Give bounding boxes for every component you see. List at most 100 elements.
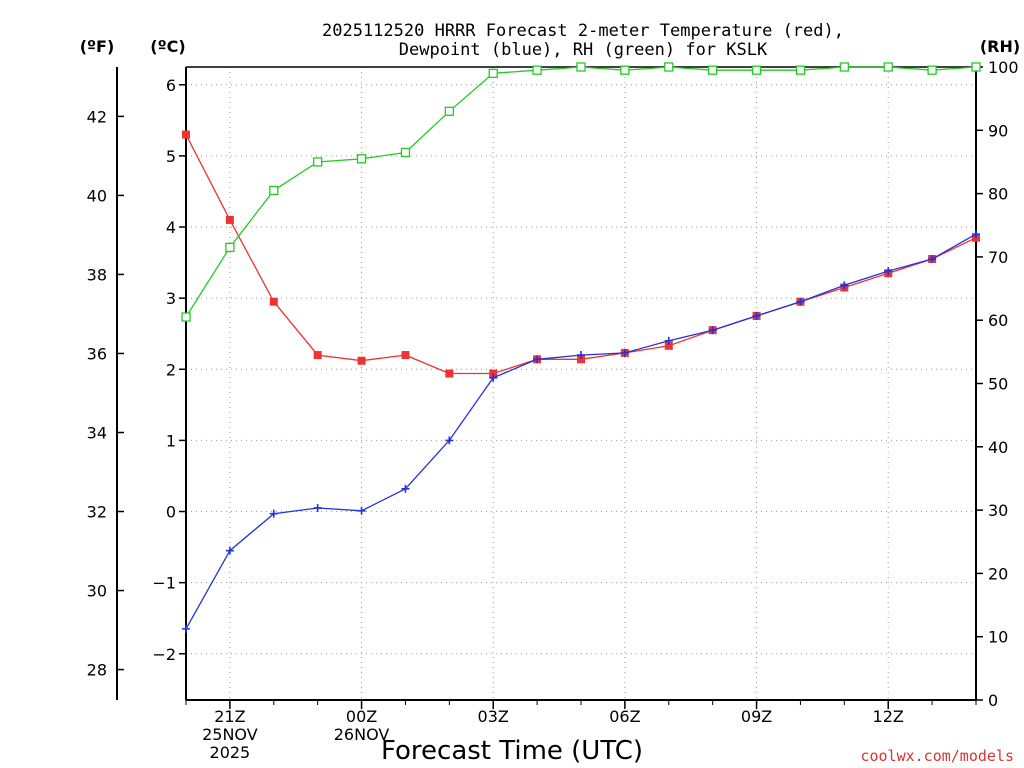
rh-point xyxy=(751,65,762,75)
dewpoint-point xyxy=(928,255,937,264)
dewpoint-point xyxy=(884,267,893,276)
dewpoint-point xyxy=(489,373,498,382)
temperature-point xyxy=(357,356,366,365)
rh-point xyxy=(708,65,718,75)
temperature-point xyxy=(664,341,673,350)
rh-tick-label: 50 xyxy=(988,375,1008,394)
celsius-tick-label: −2 xyxy=(152,645,176,664)
fahrenheit-tick-label: 28 xyxy=(87,661,107,680)
rh-point xyxy=(488,68,498,78)
rh-tick-label: 10 xyxy=(988,628,1008,647)
dewpoint-point xyxy=(796,297,805,306)
celsius-tick-label: 4 xyxy=(166,218,176,237)
rh-tick-label: 80 xyxy=(988,185,1008,204)
rh-point xyxy=(225,242,235,253)
celsius-tick-label: 3 xyxy=(166,289,176,308)
celsius-tick-label: −1 xyxy=(152,574,176,593)
x-tick-label: 03Z xyxy=(478,707,509,726)
celsius-tick-label: 6 xyxy=(166,76,176,95)
temperature-point xyxy=(182,130,190,139)
dewpoint-point xyxy=(664,336,673,345)
rh-point xyxy=(444,106,454,116)
axes-layer xyxy=(116,66,977,701)
dewpoint-point xyxy=(708,326,717,335)
rh-tick-label: 90 xyxy=(988,121,1008,140)
dewpoint-point xyxy=(840,281,849,290)
temperature-point xyxy=(489,369,498,378)
chart-title-line-1: 2025112520 HRRR Forecast 2-meter Tempera… xyxy=(322,21,844,41)
x-tick-label: 26NOV xyxy=(334,725,390,744)
rh-tick-label: 20 xyxy=(988,564,1008,583)
x-tick-label: 06Z xyxy=(609,707,640,726)
celsius-tick-label: 0 xyxy=(166,503,176,522)
rh-tick-label: 40 xyxy=(988,438,1008,457)
rh-point xyxy=(971,62,981,72)
rh-point xyxy=(269,185,279,196)
temperature-point xyxy=(225,215,234,224)
fahrenheit-tick-label: 38 xyxy=(87,265,107,284)
rh-tick-label: 70 xyxy=(988,248,1008,267)
x-tick-label: 21Z xyxy=(214,707,245,726)
dewpoint-point xyxy=(620,348,629,357)
x-tick-label: 09Z xyxy=(741,707,772,726)
fahrenheit-tick-label: 32 xyxy=(87,503,107,522)
dewpoint-point xyxy=(182,624,190,633)
fahrenheit-axis-label: (ºF) xyxy=(80,37,115,56)
rh-point xyxy=(927,65,937,75)
dewpoint-point xyxy=(445,436,454,445)
rh-series xyxy=(181,62,981,322)
temperature-point xyxy=(445,369,454,378)
rh-point xyxy=(400,147,411,158)
rh-tick-label: 0 xyxy=(988,691,998,710)
temperature-series xyxy=(182,130,980,378)
rh-point xyxy=(313,157,323,167)
x-tick-label: 25NOV xyxy=(202,725,258,744)
rh-axis-label: (RH) xyxy=(980,37,1020,56)
rh-point xyxy=(664,62,674,72)
x-tick-label: 00Z xyxy=(346,707,377,726)
temperature-point xyxy=(577,355,585,364)
dewpoint-point xyxy=(972,230,980,239)
dewpoint-point xyxy=(269,509,278,518)
dewpoint-point xyxy=(577,351,585,360)
credit-text: coolwx.com/models xyxy=(860,747,1014,765)
rh-point xyxy=(576,62,586,72)
rh-tick-label: 100 xyxy=(988,58,1019,77)
rh-point xyxy=(839,62,849,72)
dewpoint-point xyxy=(533,355,542,364)
dewpoint-series xyxy=(182,230,980,633)
temperature-point xyxy=(269,297,278,306)
rh-point xyxy=(356,154,367,164)
ticks-layer: −2−1012345628303234363840420102030405060… xyxy=(87,58,1019,762)
chart-title-line-2: Dewpoint (blue), RH (green) for KSLK xyxy=(399,40,768,60)
celsius-tick-label: 2 xyxy=(166,360,176,379)
grid-layer xyxy=(186,67,976,700)
celsius-axis-label: (ºC) xyxy=(150,37,185,56)
rh-point xyxy=(883,62,893,72)
dewpoint-point xyxy=(357,506,366,515)
series-layer xyxy=(181,62,981,633)
celsius-tick-label: 1 xyxy=(166,431,176,450)
rh-point xyxy=(795,65,806,75)
fahrenheit-tick-label: 42 xyxy=(87,107,107,126)
dewpoint-point xyxy=(752,311,761,320)
rh-tick-label: 30 xyxy=(988,501,1008,520)
fahrenheit-tick-label: 30 xyxy=(87,582,107,601)
dewpoint-point xyxy=(225,546,234,555)
x-axis-label: Forecast Time (UTC) xyxy=(381,736,643,766)
fahrenheit-tick-label: 34 xyxy=(87,423,107,442)
rh-point xyxy=(181,312,191,322)
dewpoint-line xyxy=(185,233,977,630)
x-tick-label: 2025 xyxy=(210,743,251,762)
fahrenheit-tick-label: 40 xyxy=(87,186,107,205)
rh-point xyxy=(620,65,630,75)
fahrenheit-tick-label: 36 xyxy=(87,344,107,363)
x-tick-label: 12Z xyxy=(873,707,904,726)
dewpoint-point xyxy=(313,503,322,512)
rh-point xyxy=(532,65,542,75)
dewpoint-point xyxy=(401,484,410,493)
rh-line xyxy=(185,66,977,318)
temperature-point xyxy=(401,351,410,360)
